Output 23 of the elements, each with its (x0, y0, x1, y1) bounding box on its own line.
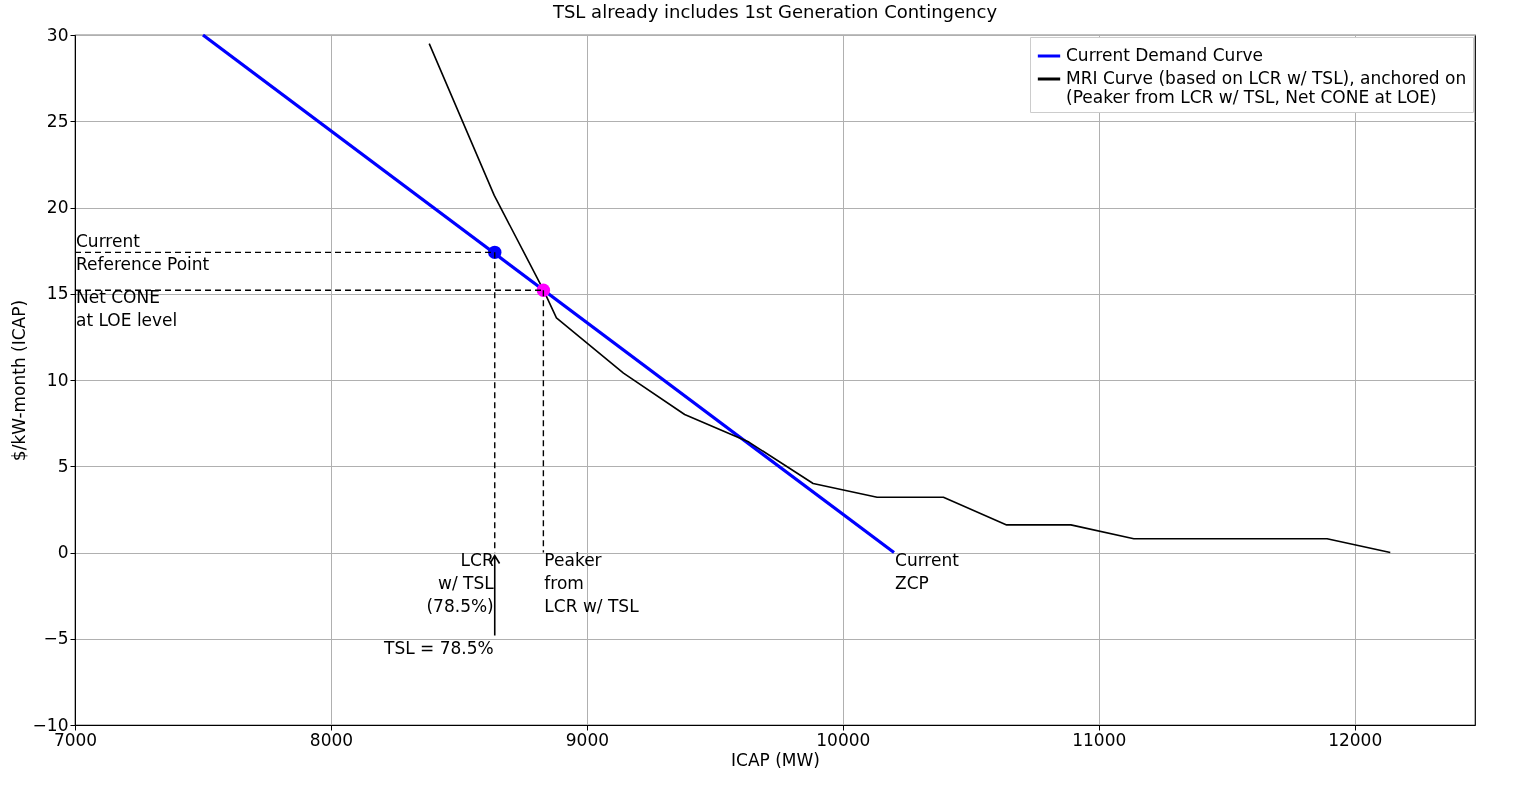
annotation: Peaker from LCR w/ TSL (544, 549, 640, 616)
x-tick-label: 9000 (565, 729, 610, 750)
x-tick-label: 8000 (309, 729, 354, 750)
annotation: Current Reference Point (76, 231, 210, 275)
chart-title: TSL already includes 1st Generation Contingency (551, 1, 998, 22)
x-axis-title: ICAP (MW) (731, 749, 820, 770)
annotation: LCR w/ TSL (78.5%) (426, 549, 495, 616)
legend-label: Current Demand Curve (1066, 45, 1263, 65)
y-axis-title: $/kW-month (ICAP) (8, 299, 29, 462)
y-tick-label: 0 (57, 542, 69, 562)
x-tick-label: 10000 (816, 729, 871, 750)
x-tick-label: 12000 (1328, 729, 1383, 750)
y-tick-label: −5 (43, 628, 69, 649)
annotation: Current ZCP (895, 549, 960, 593)
y-tick-label: 5 (57, 455, 69, 476)
y-tick-label: 10 (46, 369, 69, 390)
y-tick-label: 20 (46, 197, 69, 217)
y-tick-label: 15 (46, 283, 69, 304)
legend-label: MRI Curve (based on LCR w/ TSL), anchored on (Peaker from LCR w/ TSL, Net CONE at LOE) (1066, 68, 1467, 107)
x-tick-label: 11000 (1072, 729, 1127, 750)
y-tick-label: 25 (46, 110, 69, 131)
annotation: TSL = 78.5% (383, 637, 494, 658)
y-tick-label: 30 (46, 24, 69, 45)
